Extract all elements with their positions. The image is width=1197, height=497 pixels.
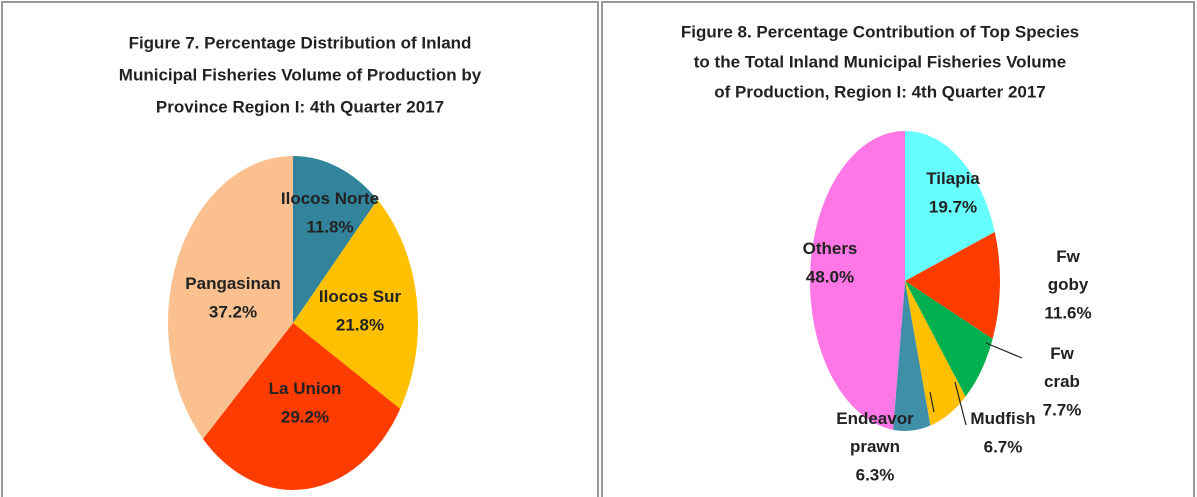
panel-left [1, 1, 599, 497]
pie-slice [905, 131, 995, 281]
pie-slice [893, 281, 931, 432]
slice-label: La Union [269, 379, 342, 398]
chart-title: of Production, Region I: 4th Quarter 201… [714, 82, 1046, 101]
leader-line [929, 391, 935, 413]
slice-label: Ilocos Norte [281, 189, 379, 208]
chart-title: Figure 7. Percentage Distribution of Inl… [129, 33, 472, 52]
value-label: 48.0% [806, 267, 854, 286]
value-label: 21.8% [336, 315, 384, 334]
slice-label: Tilapia [926, 169, 980, 188]
leader-line [954, 381, 967, 426]
leader-line [985, 342, 1023, 359]
pie-slice [810, 131, 905, 430]
slice-label: Pangasinan [185, 274, 280, 293]
value-label: 19.7% [929, 197, 977, 216]
pie-slice [905, 281, 966, 426]
slice-label: Others [803, 239, 858, 258]
pie-slice [167, 156, 293, 439]
pie-slice [905, 231, 1000, 339]
value-label: 6.3% [856, 465, 895, 484]
slice-label: Ilocos Sur [319, 287, 402, 306]
panel-right [601, 1, 1195, 497]
value-label: 6.7% [984, 437, 1023, 456]
chart-title: to the Total Inland Municipal Fisheries … [694, 52, 1066, 71]
slice-label: Fw goby [1048, 247, 1089, 294]
chart-title: Province Region I: 4th Quarter 2017 [156, 97, 444, 116]
chart-title: Municipal Fisheries Volume of Production… [119, 65, 482, 84]
value-label: 29.2% [281, 407, 329, 426]
slice-label: Fw crab [1044, 344, 1080, 391]
pie-slice [905, 281, 993, 397]
slice-label: Mudfish [970, 409, 1035, 428]
pie-slice [293, 199, 418, 409]
value-label: 37.2% [209, 302, 257, 321]
value-label: 11.6% [1044, 303, 1091, 322]
value-label: 11.8% [306, 217, 353, 236]
pie-slice [202, 323, 401, 491]
pie-slice [293, 156, 378, 323]
slice-label: Endeavor prawn [836, 409, 914, 456]
chart-title: Figure 8. Percentage Contribution of Top… [681, 22, 1079, 41]
value-label: 7.7% [1043, 400, 1082, 419]
